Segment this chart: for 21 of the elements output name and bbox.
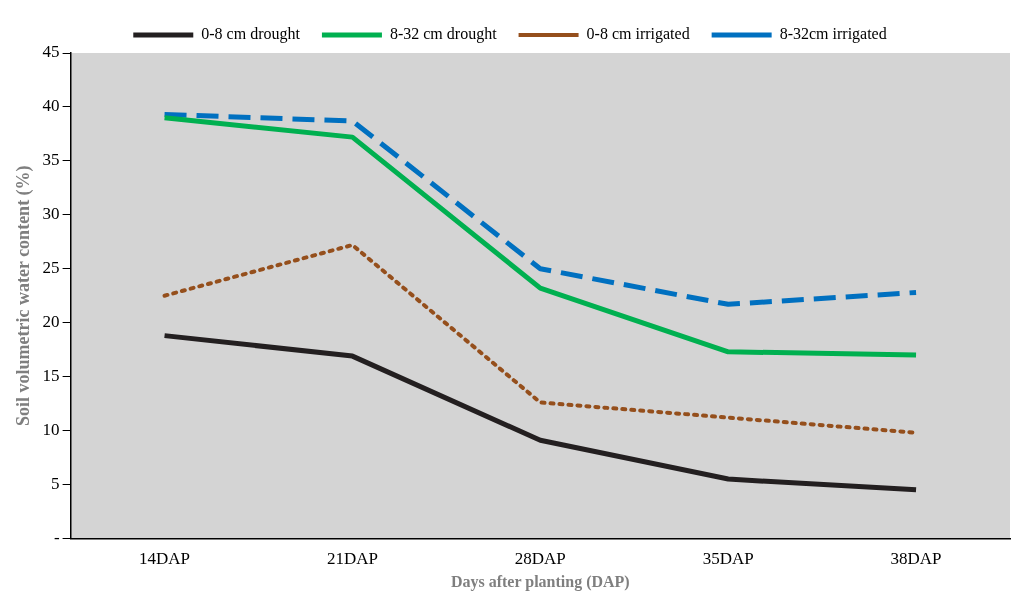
x-tick-label: 14DAP — [139, 549, 191, 569]
y-axis-title: Soil volumetric water content (%) — [13, 165, 35, 426]
y-tick-label: 20 — [42, 312, 60, 332]
legend-label: 0-8 cm drought — [201, 25, 301, 44]
x-axis-title: Days after planting (DAP) — [450, 572, 630, 591]
x-tick-label: 38DAP — [890, 549, 942, 569]
y-tick-label: 15 — [42, 366, 60, 386]
x-tick-label: 28DAP — [514, 549, 566, 569]
x-tick-label: 21DAP — [326, 549, 378, 569]
y-tick-label: 35 — [42, 150, 60, 170]
legend-label: 0-8 cm irrigated — [586, 25, 690, 44]
y-tick-label: 40 — [42, 96, 60, 116]
x-tick-label: 35DAP — [702, 549, 754, 569]
y-tick-label: 25 — [42, 258, 60, 278]
legend-label: 8-32 cm drought — [389, 25, 498, 44]
y-tick-label: 10 — [42, 420, 60, 439]
y-tick-label: - — [53, 527, 60, 547]
legend-label: 8-32cm irrigated — [779, 25, 887, 44]
y-tick-label: 5 — [51, 473, 60, 493]
y-tick-label: 45 — [42, 42, 60, 62]
y-tick-label: 30 — [42, 204, 60, 224]
